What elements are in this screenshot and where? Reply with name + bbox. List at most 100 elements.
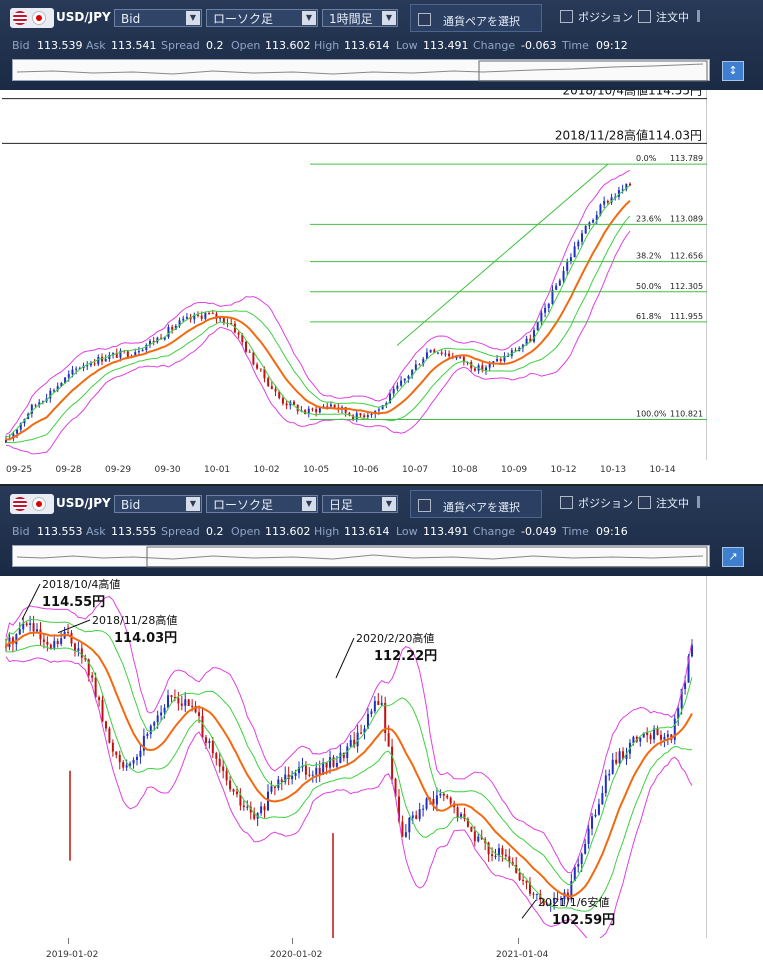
candle xyxy=(456,805,459,822)
x-tick-label: 10-09 xyxy=(501,465,528,475)
candle xyxy=(167,324,170,339)
pair-select-button[interactable]: 通貨ペアを選択 xyxy=(410,490,542,518)
pair-select-checkbox[interactable] xyxy=(418,13,431,26)
candle xyxy=(249,801,252,820)
candle xyxy=(167,689,170,710)
candle xyxy=(304,761,307,780)
candle xyxy=(384,696,387,742)
pair-select-button[interactable]: 通貨ペアを選択 xyxy=(410,4,542,32)
chevron-down-icon[interactable]: ▼ xyxy=(302,497,316,511)
candle xyxy=(528,877,531,897)
candle xyxy=(392,385,395,398)
x-tick-label: 09-28 xyxy=(55,465,82,475)
chart-toolbar: USD/JPY Bid ▼ ローソク足 ▼ 日足 ▼ 通貨ペアを選択 ポジション 注文… xyxy=(0,486,763,576)
price-type-select[interactable]: Bid ▼ xyxy=(114,9,202,27)
order-checkbox[interactable] xyxy=(638,496,651,509)
candle xyxy=(77,641,80,657)
candle xyxy=(462,356,465,366)
high-value: 113.614 xyxy=(344,525,390,538)
x-tick-label: 09-25 xyxy=(6,465,33,475)
scroll-end-button[interactable]: ↕ xyxy=(722,61,744,81)
candle xyxy=(289,400,292,410)
fibonacci-price-label: 110.821 xyxy=(670,409,703,418)
chart-type-select[interactable]: ローソク足 ▼ xyxy=(206,9,318,27)
hourly-chart-svg: 114.500114.000113.500113.000112.500112.0… xyxy=(2,83,761,460)
pair-select-checkbox[interactable] xyxy=(418,499,431,512)
candle xyxy=(270,381,273,390)
candle xyxy=(484,837,487,851)
candle xyxy=(433,348,436,353)
candle xyxy=(408,816,411,840)
candle xyxy=(432,791,435,811)
navigator-scrollbar[interactable] xyxy=(12,59,710,82)
candle xyxy=(418,802,421,822)
annotation-label: 2018/11/28高値 xyxy=(92,613,177,627)
candle xyxy=(171,324,174,334)
candle xyxy=(610,193,613,205)
candle xyxy=(204,311,207,323)
position-checkbox[interactable] xyxy=(560,496,573,509)
candle xyxy=(45,393,48,403)
change-label: Change xyxy=(473,39,516,52)
scroll-end-button[interactable]: ↗ xyxy=(722,547,744,567)
candle xyxy=(139,744,142,764)
price-type-select[interactable]: Bid ▼ xyxy=(114,495,202,513)
chevron-down-icon[interactable]: ▼ xyxy=(382,497,396,511)
candle xyxy=(444,349,447,357)
candle xyxy=(573,241,576,258)
timeframe-select[interactable]: 1時間足 ▼ xyxy=(322,9,398,27)
candle xyxy=(346,742,349,767)
candle xyxy=(229,776,232,792)
candle xyxy=(422,356,425,367)
annotation-value: 114.55円 xyxy=(42,595,105,610)
timeframe-value: 日足 xyxy=(329,498,354,512)
candle xyxy=(187,698,190,706)
chevron-down-icon[interactable]: ▼ xyxy=(302,11,316,25)
candle xyxy=(93,358,96,367)
reference-line-label: 2018/11/28高値114.03円 xyxy=(555,127,702,142)
chevron-down-icon[interactable]: ▼ xyxy=(382,11,396,25)
candle xyxy=(296,404,299,415)
candle xyxy=(508,848,511,868)
candle xyxy=(611,753,614,775)
reference-line-label: 2018/10/4高値114.55円 xyxy=(562,90,702,98)
candle xyxy=(46,636,49,652)
candle xyxy=(584,225,587,234)
date-axis: 09-25 09-28 09-29 09-30 10-01 10-02 10-05 10-06… xyxy=(2,460,707,484)
order-checkbox[interactable] xyxy=(638,10,651,23)
candle xyxy=(459,356,462,359)
candle xyxy=(584,839,587,855)
time-value: 09:12 xyxy=(596,39,628,52)
open-label: Open xyxy=(231,39,261,52)
candle xyxy=(639,737,642,747)
candle xyxy=(98,695,101,707)
moving-average-line xyxy=(5,199,631,441)
candle xyxy=(86,361,89,371)
chart-type-select[interactable]: ローソク足 ▼ xyxy=(206,495,318,513)
fibonacci-ratio-label: 38.2% xyxy=(636,252,662,261)
candle xyxy=(366,412,369,420)
position-checkbox[interactable] xyxy=(560,10,573,23)
x-tick-label: 10-13 xyxy=(600,465,627,475)
candle xyxy=(108,351,111,362)
candle xyxy=(97,354,100,367)
fibonacci-price-label: 112.305 xyxy=(670,282,703,291)
timeframe-select[interactable]: 日足 ▼ xyxy=(322,495,398,513)
candle xyxy=(211,736,214,759)
candle xyxy=(184,691,187,713)
change-value: -0.049 xyxy=(521,525,557,538)
chevron-down-icon[interactable]: ▼ xyxy=(186,497,200,511)
candle xyxy=(556,890,559,902)
candle xyxy=(315,762,318,783)
candle xyxy=(274,385,277,397)
x-tick-label: 09-30 xyxy=(154,465,181,475)
navigator-scrollbar[interactable] xyxy=(12,545,710,568)
currency-flags-icon[interactable] xyxy=(10,8,54,28)
candle xyxy=(485,365,487,375)
navigator-overview xyxy=(16,60,708,82)
candle xyxy=(570,873,573,903)
chevron-down-icon[interactable]: ▼ xyxy=(186,11,200,25)
currency-flags-icon[interactable] xyxy=(10,494,54,514)
candle xyxy=(380,695,383,707)
candle xyxy=(304,408,307,415)
